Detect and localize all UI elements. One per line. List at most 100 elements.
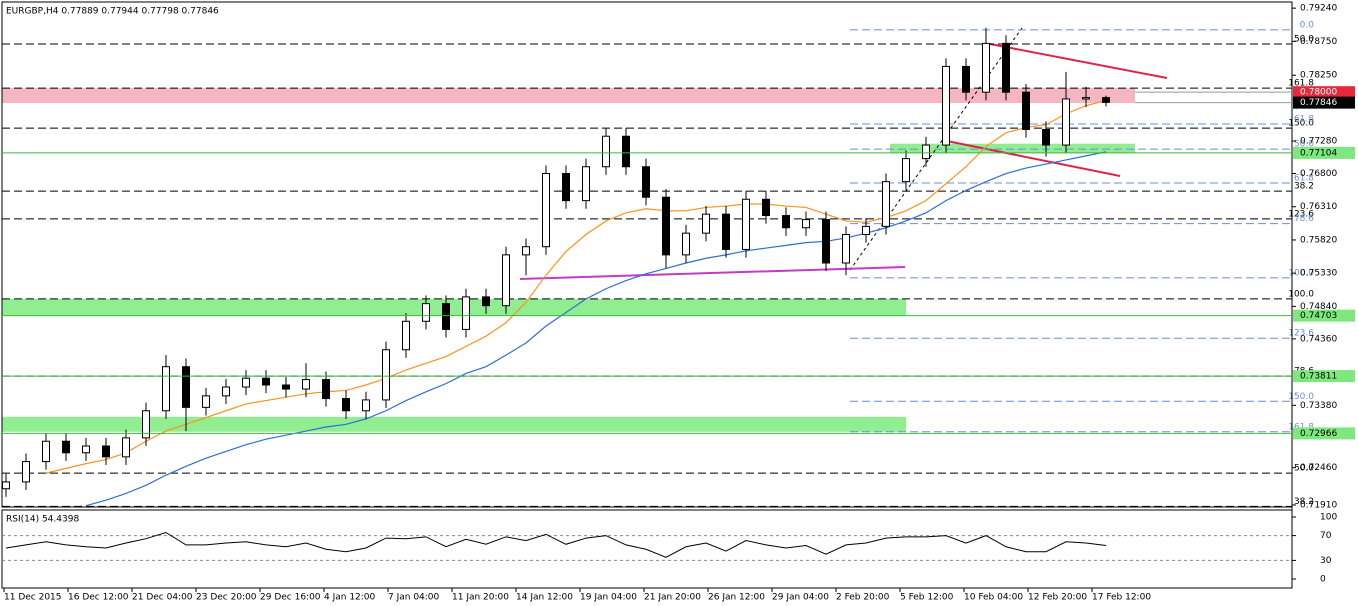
fib-label: 61.8 <box>1294 115 1314 125</box>
candle-body <box>1062 98 1070 146</box>
candle-body <box>222 386 230 397</box>
rsi-frame <box>1 509 1293 589</box>
symbol-header: EURGBP,H4 0.77889 0.77944 0.77798 0.7784… <box>6 7 219 17</box>
zone <box>2 298 906 316</box>
y-tick-label: 0.74360 <box>1300 334 1337 344</box>
x-tick-label: 19 Jan 04:00 <box>580 593 637 603</box>
moving-average <box>45 99 1107 474</box>
x-tick-label: 23 Dec 20:00 <box>196 593 257 603</box>
candle-body <box>882 181 890 227</box>
x-tick-label: 2 Feb 20:00 <box>836 593 890 603</box>
candle-body <box>742 198 750 250</box>
x-tick-label: 26 Jan 12:00 <box>708 593 765 603</box>
y-tick-label: 0.76310 <box>1300 202 1337 212</box>
x-tick-label: 14 Jan 12:00 <box>516 593 573 603</box>
candle-body <box>962 65 970 93</box>
y-tick-label: 0.78250 <box>1300 71 1337 81</box>
fib-label: 123.6 <box>1288 329 1314 339</box>
candle-body <box>682 232 690 256</box>
candle-body <box>602 135 610 168</box>
candle-body <box>2 481 10 490</box>
x-tick-label: 12 Feb 20:00 <box>1028 593 1087 603</box>
candle-body <box>102 445 110 458</box>
x-tick-label: 10 Feb 04:00 <box>964 593 1023 603</box>
fib-label: 50.0 <box>1294 35 1314 45</box>
channel-line <box>989 43 1168 79</box>
x-tick-label: 17 Feb 12:00 <box>1092 593 1151 603</box>
candle-body <box>162 366 170 412</box>
candle-body <box>822 219 830 264</box>
candle-body <box>762 198 770 217</box>
y-tick-label: 0.76800 <box>1300 169 1337 179</box>
candle-body <box>342 398 350 412</box>
price-box-label: 0.74703 <box>1300 311 1337 321</box>
candle-body <box>242 377 250 388</box>
x-tick-label: 21 Dec 04:00 <box>132 593 193 603</box>
y-tick-label: 0.71910 <box>1300 500 1337 510</box>
candle-body <box>562 173 570 202</box>
candle-body <box>842 234 850 264</box>
zone <box>890 143 1135 154</box>
x-tick-label: 11 Dec 2015 <box>4 593 62 603</box>
rsi-title: RSI(14) 54.4398 <box>6 515 79 525</box>
candle-body <box>302 379 310 390</box>
x-tick-label: 29 Jan 04:00 <box>772 593 829 603</box>
fib-label: 161.8 <box>1288 422 1314 432</box>
candle-body <box>422 303 430 322</box>
candle-body <box>182 366 190 408</box>
candle-body <box>362 399 370 412</box>
rsi-tick-label: 70 <box>1320 531 1332 541</box>
candle-body <box>662 196 670 256</box>
x-tick-label: 7 Jan 04:00 <box>388 593 440 603</box>
y-tick-label: 0.78750 <box>1300 37 1337 47</box>
fib-label: 0.0 <box>1300 20 1315 30</box>
rsi-tick-label: 30 <box>1320 556 1332 566</box>
candle-body <box>122 437 130 458</box>
price-box-label: 0.72966 <box>1300 429 1337 439</box>
price-box <box>1293 96 1355 109</box>
candle-body <box>382 349 390 401</box>
candle-body <box>922 144 930 160</box>
candle-body <box>202 395 210 408</box>
candle-body <box>262 377 270 386</box>
candle-body <box>902 158 910 183</box>
fib-label: 78.6 <box>1294 214 1314 224</box>
x-tick-label: 5 Feb 12:00 <box>900 593 954 603</box>
candle-body <box>322 379 330 400</box>
rsi-line <box>5 531 1107 558</box>
y-tick-label: 0.79240 <box>1300 4 1337 14</box>
moving-average <box>85 151 1107 507</box>
fib-label: 50.0 <box>1294 464 1314 474</box>
candle-body <box>542 173 550 248</box>
candle-body <box>142 410 150 439</box>
price-box <box>1293 146 1355 159</box>
x-tick-label: 29 Dec 16:00 <box>260 593 321 603</box>
rsi-tick-label: 100 <box>1320 513 1337 523</box>
candle-body <box>582 166 590 202</box>
price-box <box>1293 309 1355 322</box>
x-tick-label: 21 Jan 20:00 <box>644 593 701 603</box>
y-tick-label: 0.73380 <box>1300 401 1337 411</box>
candle-body <box>1102 97 1110 103</box>
candle-body <box>462 296 470 330</box>
candle-body <box>1022 91 1030 130</box>
candle-body <box>942 65 950 146</box>
candle-body <box>1082 97 1090 100</box>
candle-body <box>722 213 730 250</box>
candle-body <box>482 296 490 307</box>
price-box-label: 0.77104 <box>1300 148 1337 158</box>
y-tick-label: 0.77280 <box>1300 136 1337 146</box>
candle-body <box>42 440 50 463</box>
fib-label: 50.0 <box>1294 140 1314 150</box>
channel-line <box>941 139 1121 177</box>
fib-label: 150.0 <box>1288 392 1314 402</box>
price-box-label: 0.77846 <box>1300 98 1337 108</box>
x-tick-label: 4 Jan 12:00 <box>324 593 376 603</box>
candle-body <box>1002 42 1010 93</box>
x-tick-label: 11 Jan 20:00 <box>452 593 509 603</box>
price-box <box>1293 86 1355 99</box>
price-box <box>1293 370 1355 383</box>
candle-body <box>522 246 530 256</box>
y-tick-label: 0.75330 <box>1300 269 1337 279</box>
price-box <box>1293 427 1355 440</box>
